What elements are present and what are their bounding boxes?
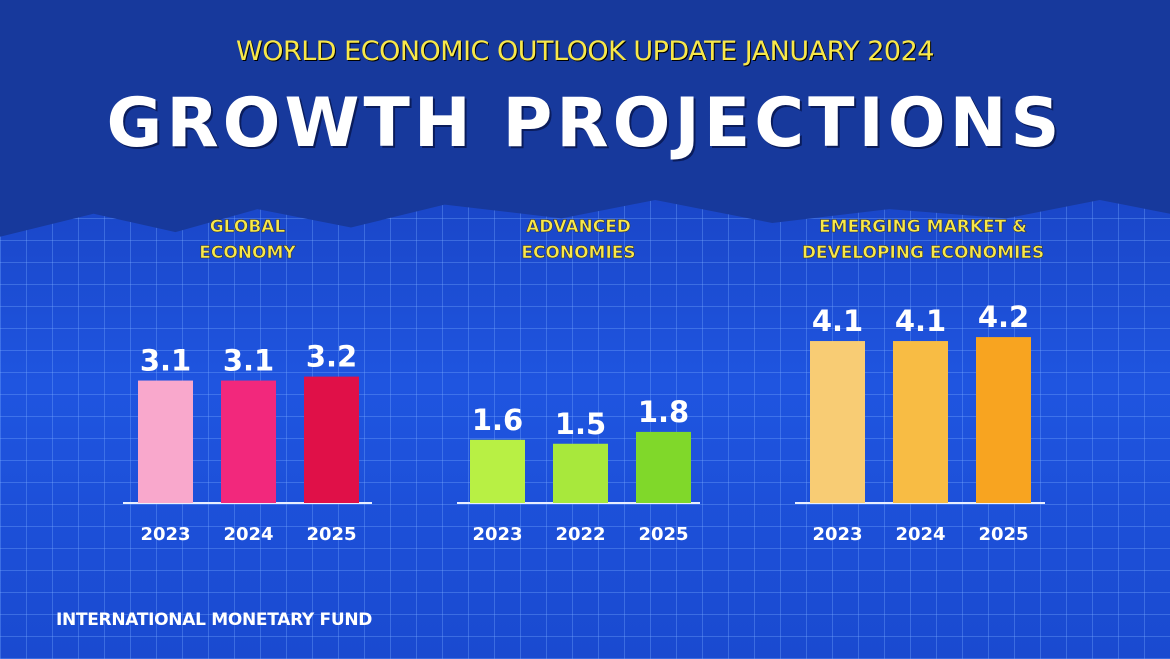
bar: [976, 337, 1031, 503]
x-tick-label: 2022: [555, 524, 605, 545]
data-label: 4.2: [978, 300, 1029, 334]
org-name: INTERNATIONAL MONETARY FUND: [56, 610, 373, 630]
bar: [893, 341, 948, 503]
bar: [470, 439, 525, 503]
panel-title: DEVELOPING ECONOMIES: [802, 243, 1044, 263]
panel-title: ECONOMIES: [521, 243, 635, 263]
bar: [221, 380, 276, 503]
bar: [304, 376, 359, 503]
data-label: 4.1: [812, 304, 863, 338]
data-label: 4.1: [895, 304, 946, 338]
page-title: GROWTH PROJECTIONS: [106, 84, 1064, 163]
x-tick-label: 2024: [223, 524, 273, 545]
subtitle: WORLD ECONOMIC OUTLOOK UPDATE JANUARY 20…: [236, 36, 934, 67]
bar: [636, 431, 691, 503]
panel-title: EMERGING MARKET &: [819, 217, 1027, 237]
data-label: 3.2: [306, 340, 357, 374]
data-label: 3.1: [223, 344, 274, 378]
x-tick-label: 2024: [895, 524, 945, 545]
data-label: 1.5: [555, 407, 606, 441]
x-tick-label: 2023: [812, 524, 862, 545]
x-tick-label: 2023: [140, 524, 190, 545]
panel-title: ADVANCED: [526, 217, 631, 237]
panel-title: ECONOMY: [199, 243, 296, 263]
x-tick-label: 2023: [472, 524, 522, 545]
panel-title: GLOBAL: [210, 217, 286, 237]
wave-grid-background: [0, 200, 1170, 659]
bar: [138, 380, 193, 503]
x-tick-label: 2025: [978, 524, 1028, 545]
bar: [553, 443, 608, 503]
data-label: 1.8: [638, 395, 689, 429]
bar: [810, 341, 865, 503]
x-tick-label: 2025: [638, 524, 688, 545]
data-label: 1.6: [472, 403, 523, 437]
data-label: 3.1: [140, 344, 191, 378]
x-tick-label: 2025: [306, 524, 356, 545]
